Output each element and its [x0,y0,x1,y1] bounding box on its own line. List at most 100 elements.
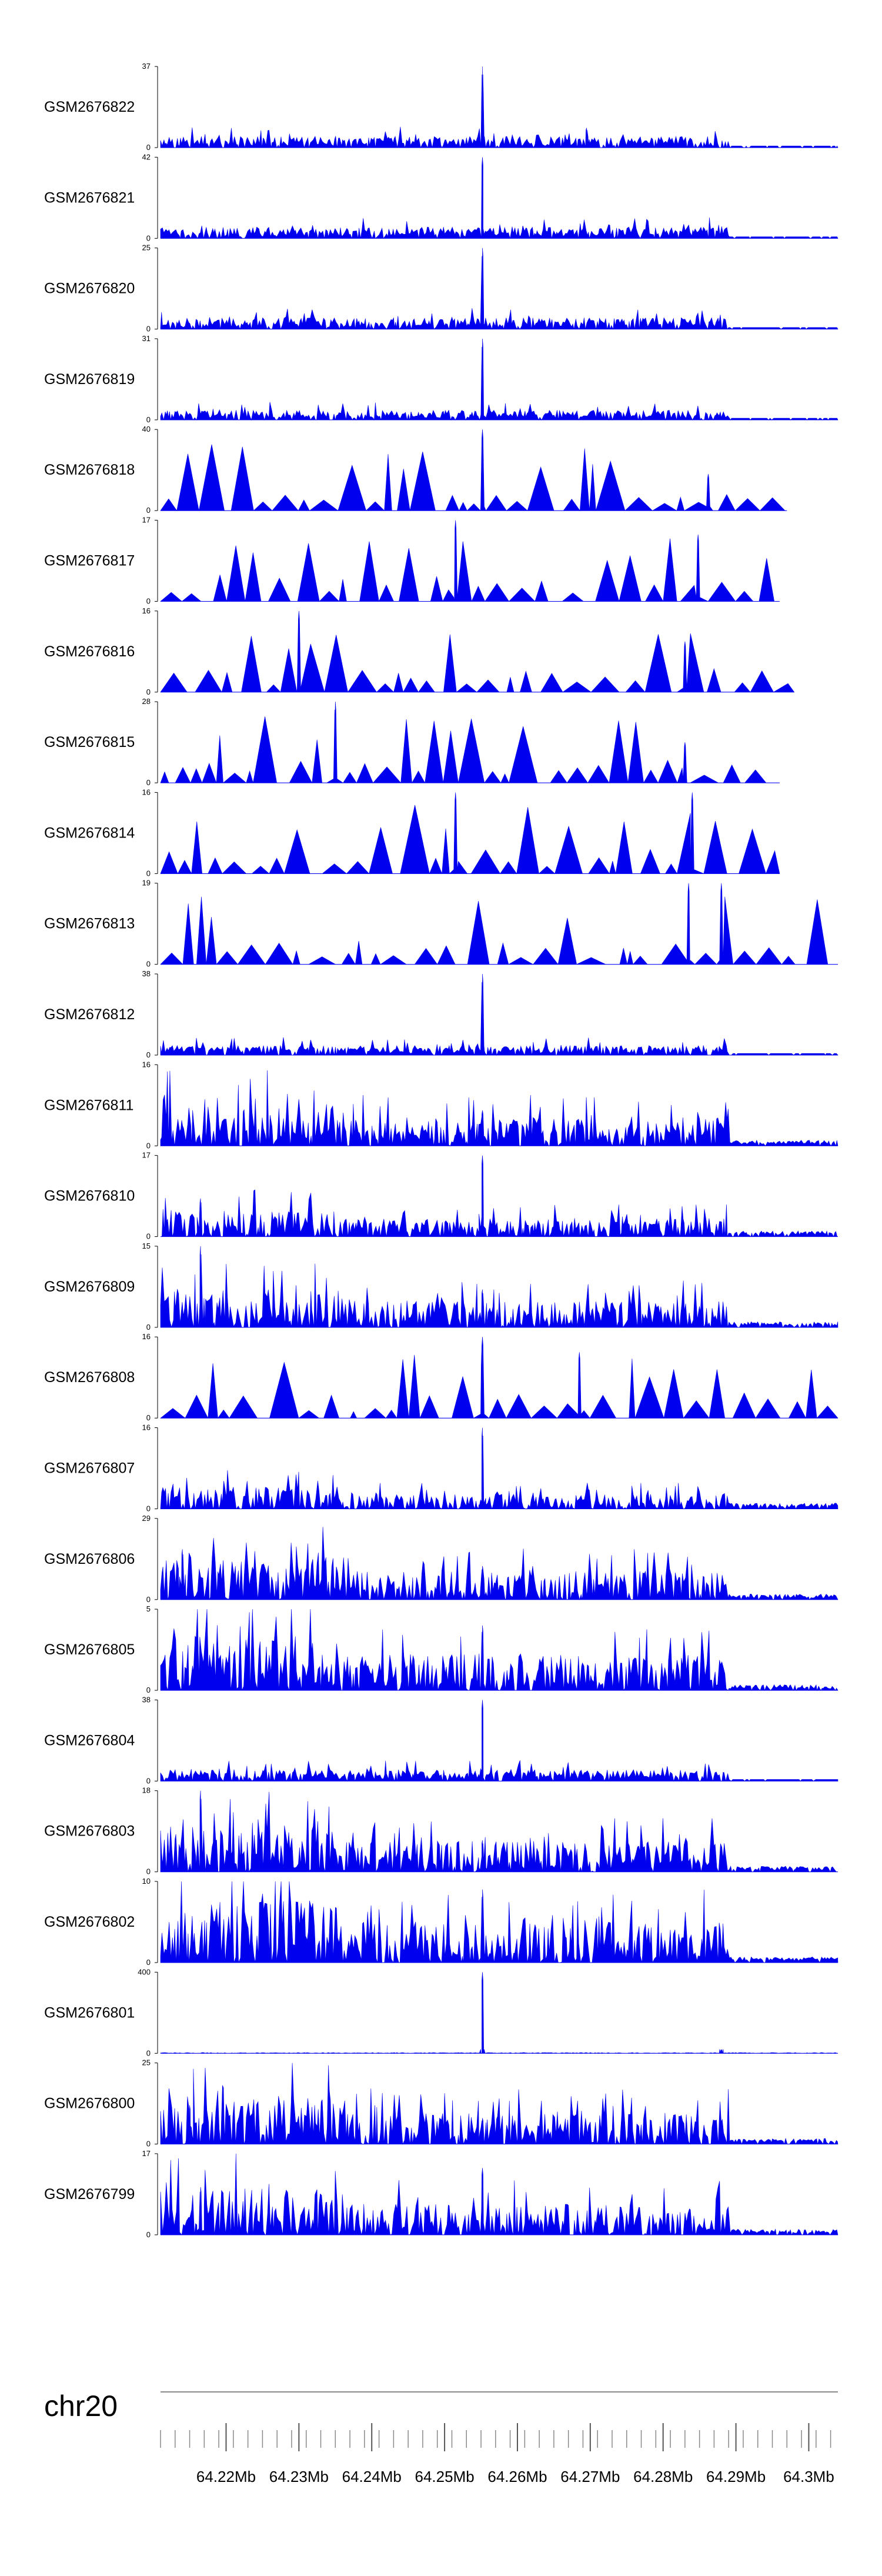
coverage-area [160,1427,838,1510]
track-GSM2676822: GSM2676822 37 0 [44,62,838,152]
x-tick-label: 64.22Mb [196,2468,256,2485]
x-tick-label: 64.26Mb [487,2468,547,2485]
y-min-label: 0 [146,1050,151,1059]
track-label: GSM2676800 [44,2095,135,2112]
genome-axis: chr20 64.22Mb 64.23Mb 64.24Mb 64.25Mb 64.26M… [44,2390,838,2485]
coverage-area [160,2153,838,2236]
y-min-label: 0 [146,1323,151,1332]
coverage-area [160,1527,838,1600]
coverage-area [160,610,795,693]
track-GSM2676806: GSM2676806 29 0 [44,1514,838,1604]
coverage-area [160,1337,838,1419]
track-GSM2676813: GSM2676813 19 0 [44,879,838,969]
track-label: GSM2676808 [44,1369,135,1386]
track-label: GSM2676812 [44,1006,135,1023]
track-label: GSM2676818 [44,462,135,478]
y-min-label: 0 [146,506,151,515]
coverage-area [160,1972,838,2054]
track-label: GSM2676813 [44,916,135,932]
y-min-label: 0 [146,778,151,787]
coverage-area [160,338,838,421]
y-max-label: 19 [142,879,151,887]
y-min-label: 0 [146,2048,151,2057]
track-GSM2676802: GSM2676802 10 0 [44,1877,838,1967]
x-tick-label: 64.23Mb [269,2468,329,2485]
y-min-label: 0 [146,325,151,333]
y-max-label: 5 [146,1604,151,1613]
y-min-label: 0 [146,1232,151,1241]
coverage-area [160,2063,838,2145]
y-max-label: 17 [142,2149,151,2158]
track-label: GSM2676810 [44,1188,135,1204]
y-min-label: 0 [146,1141,151,1150]
y-max-label: 42 [142,152,151,161]
track-GSM2676805: GSM2676805 5 0 [44,1604,838,1694]
y-min-label: 0 [146,688,151,696]
coverage-area [160,248,838,330]
track-label: GSM2676809 [44,1279,135,1295]
y-max-label: 31 [142,334,151,343]
y-min-label: 0 [146,597,151,606]
coverage-area [160,883,838,965]
track-label: GSM2676819 [44,371,135,388]
coverage-area [160,66,838,149]
y-min-label: 0 [146,1595,151,1604]
y-min-label: 0 [146,2230,151,2239]
y-min-label: 0 [146,143,151,152]
y-max-label: 17 [142,1151,151,1160]
coverage-tracks: GSM2676822370GSM2676821420GSM2676820250G… [44,62,838,2239]
y-min-label: 0 [146,415,151,424]
y-max-label: 38 [142,969,151,978]
y-max-label: 40 [142,425,151,433]
y-max-label: 25 [142,2058,151,2067]
track-label: GSM2676817 [44,553,135,569]
x-tick-label: 64.25Mb [415,2468,475,2485]
coverage-area [160,702,780,784]
track-label: GSM2676802 [44,1914,135,1930]
x-tick-label: 64.28Mb [633,2468,693,2485]
y-min-label: 0 [146,1413,151,1422]
y-max-label: 400 [138,1967,151,1976]
coverage-area [160,1881,838,1963]
track-label: GSM2676804 [44,1732,135,1749]
x-tick-label: 64.24Mb [342,2468,402,2485]
y-max-label: 28 [142,697,151,706]
track-GSM2676804: GSM2676804 38 0 [44,1695,838,1785]
track-label: GSM2676801 [44,2004,135,2021]
coverage-area [160,792,780,875]
track-label: GSM2676816 [44,643,135,660]
x-tick-label: 64.27Mb [560,2468,620,2485]
y-max-label: 17 [142,516,151,525]
y-min-label: 0 [146,869,151,877]
coverage-area [160,1609,838,1691]
track-GSM2676814: GSM2676814 16 0 [44,788,780,877]
track-label: GSM2676822 [44,99,135,115]
coverage-area [160,1790,838,1873]
track-GSM2676808: GSM2676808 16 0 [44,1332,838,1422]
x-tick-label: 64.3Mb [783,2468,834,2485]
y-min-label: 0 [146,1867,151,1876]
track-GSM2676812: GSM2676812 38 0 [44,969,838,1059]
track-GSM2676801: GSM2676801 400 0 [44,1967,838,2057]
y-max-label: 38 [142,1695,151,1704]
track-label: GSM2676815 [44,734,135,750]
track-GSM2676810: GSM2676810 17 0 [44,1151,838,1241]
coverage-area [161,1155,838,1237]
track-GSM2676815: GSM2676815 28 0 [44,697,780,787]
y-min-label: 0 [146,1504,151,1513]
track-GSM2676800: GSM2676800 25 0 [44,2058,838,2148]
y-min-label: 0 [146,960,151,969]
track-label: GSM2676806 [44,1551,135,1567]
y-max-label: 25 [142,243,151,252]
y-min-label: 0 [146,233,151,242]
track-label: GSM2676803 [44,1823,135,1840]
track-GSM2676799: GSM2676799 17 0 [44,2149,838,2239]
coverage-area [160,973,838,1056]
coverage-area [160,1700,838,1782]
coverage-area [160,1070,838,1147]
y-max-label: 18 [142,1786,151,1795]
chromosome-label: chr20 [44,2390,118,2422]
track-GSM2676809: GSM2676809 15 0 [44,1242,838,1332]
y-min-label: 0 [146,1958,151,1967]
